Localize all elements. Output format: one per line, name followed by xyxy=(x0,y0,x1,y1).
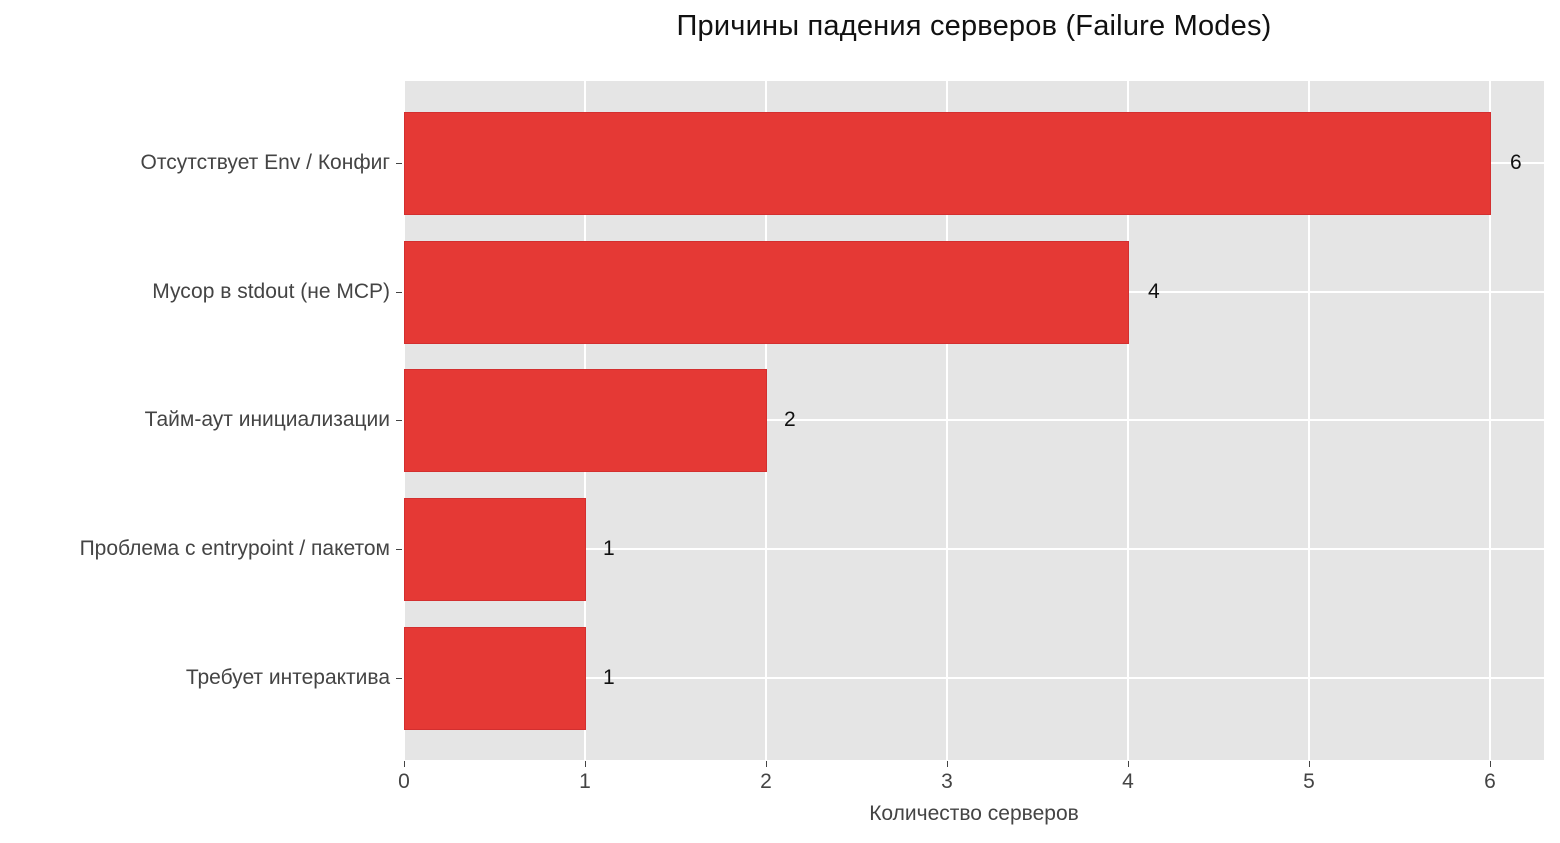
y-axis-label: Проблема с entrypoint / пакетом xyxy=(79,537,390,560)
value-label: 4 xyxy=(1148,280,1160,303)
bar-stdout-garbage xyxy=(404,241,1129,344)
value-label: 1 xyxy=(603,666,615,689)
x-tick-label: 2 xyxy=(760,770,772,793)
x-tick xyxy=(404,761,405,767)
x-tick xyxy=(1128,761,1129,767)
x-tick-label: 1 xyxy=(579,770,591,793)
y-tick xyxy=(396,678,402,679)
x-axis-title: Количество серверов xyxy=(869,802,1079,825)
x-tick-label: 6 xyxy=(1484,770,1496,793)
x-tick-label: 4 xyxy=(1122,770,1134,793)
y-tick xyxy=(396,292,402,293)
x-tick xyxy=(1309,761,1310,767)
y-axis-label: Мусор в stdout (не MCP) xyxy=(152,280,390,303)
grid-line-y3 xyxy=(404,548,1544,550)
chart-title: Причины падения серверов (Failure Modes) xyxy=(676,10,1272,42)
y-axis-label: Тайм-аут инициализации xyxy=(144,408,390,431)
y-axis-label: Требует интерактива xyxy=(185,666,390,689)
bar-init-timeout xyxy=(404,369,767,472)
y-tick xyxy=(396,163,402,164)
x-tick xyxy=(947,761,948,767)
x-tick-label: 0 xyxy=(398,770,410,793)
plot-panel: 6 4 2 1 1 xyxy=(403,81,1544,760)
value-label: 2 xyxy=(784,408,796,431)
y-tick xyxy=(396,420,402,421)
value-label: 6 xyxy=(1510,151,1522,174)
bar-missing-env-config xyxy=(404,112,1491,215)
x-tick xyxy=(585,761,586,767)
grid-line-y2 xyxy=(404,419,1544,421)
x-tick xyxy=(766,761,767,767)
x-tick xyxy=(1490,761,1491,767)
value-label: 1 xyxy=(603,537,615,560)
bar-requires-interactive xyxy=(404,627,586,730)
y-tick xyxy=(396,549,402,550)
grid-line-y4 xyxy=(404,677,1544,679)
y-axis-label: Отсутствует Env / Конфиг xyxy=(140,151,390,174)
bar-entrypoint-package xyxy=(404,498,586,601)
x-tick-label: 5 xyxy=(1303,770,1315,793)
x-tick-label: 3 xyxy=(941,770,953,793)
